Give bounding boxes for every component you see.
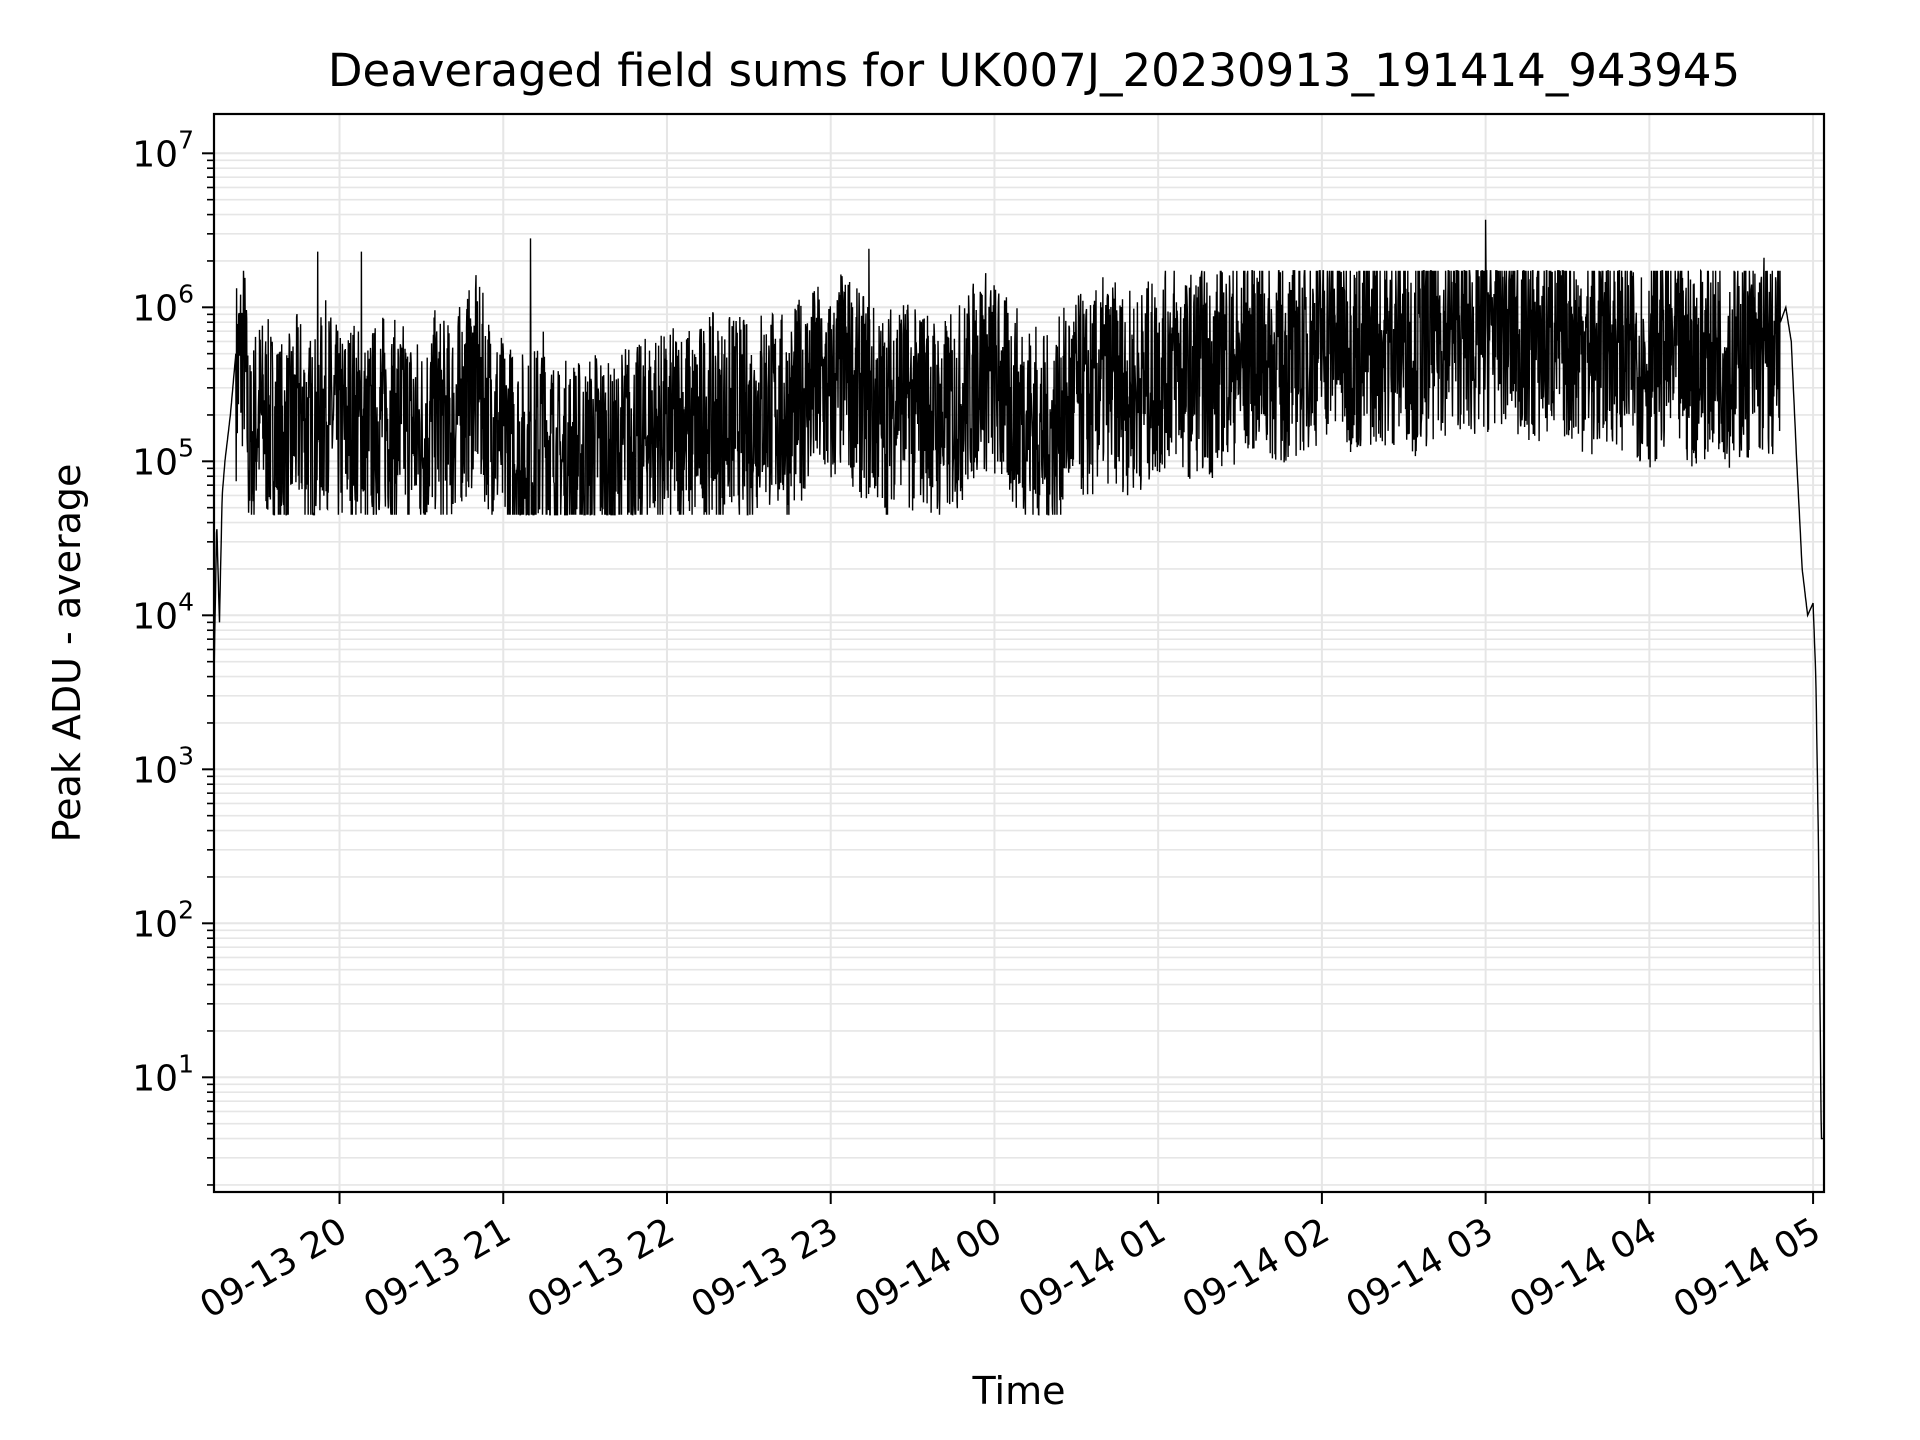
series-line [213, 219, 1824, 1140]
y-axis-label: Peak ADU - average [45, 464, 89, 843]
plot-frame [212, 112, 1826, 1194]
grid [214, 114, 1824, 1192]
chart-title: Deaveraged field sums for UK007J_2023091… [328, 44, 1740, 97]
x-axis-label: Time [972, 1369, 1066, 1413]
series-line-group [213, 219, 1824, 1140]
